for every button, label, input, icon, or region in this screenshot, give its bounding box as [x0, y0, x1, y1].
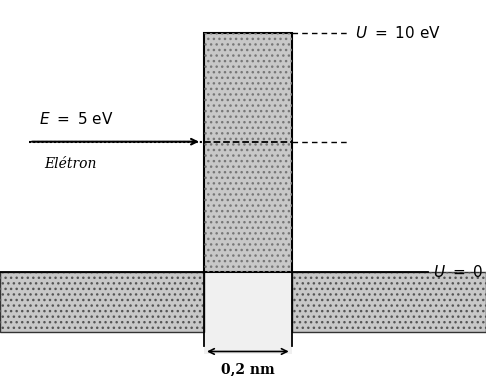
Bar: [292, 273, 486, 332]
Bar: [204, 273, 292, 354]
Text: $\mathit{U}\ =\ 0$: $\mathit{U}\ =\ 0$: [433, 264, 483, 280]
Text: $\mathit{E}\ =\ 5\ \mathrm{eV}$: $\mathit{E}\ =\ 5\ \mathrm{eV}$: [39, 111, 114, 127]
Bar: [204, 33, 292, 273]
Text: Elétron: Elétron: [44, 157, 96, 171]
Bar: [0, 273, 204, 332]
Bar: [0, 273, 204, 332]
Text: 0,2 nm: 0,2 nm: [221, 362, 275, 376]
Bar: [204, 33, 292, 273]
Bar: [292, 273, 486, 332]
Text: $\mathit{U}\ =\ 10\ \mathrm{eV}$: $\mathit{U}\ =\ 10\ \mathrm{eV}$: [355, 25, 441, 41]
